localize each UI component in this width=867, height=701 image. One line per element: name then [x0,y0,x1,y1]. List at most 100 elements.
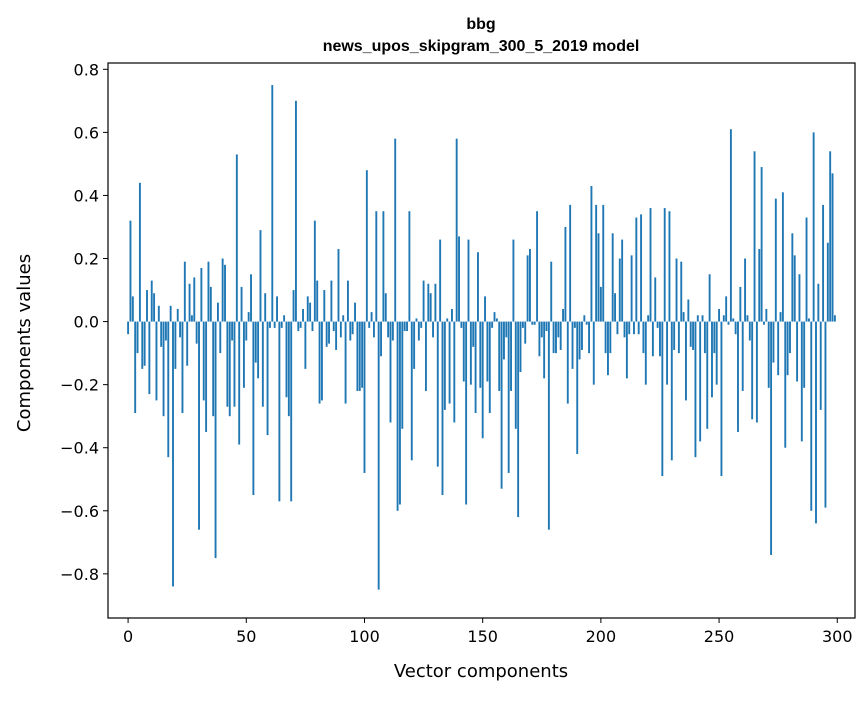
bar-31 [200,267,203,322]
x-tick-label: 200 [586,627,617,646]
bar-86 [330,280,333,322]
bar-282 [793,255,796,322]
bar-106 [377,321,380,590]
bar-172 [533,321,536,325]
bar-191 [578,321,581,360]
bar-167 [521,321,524,328]
bar-286 [803,321,806,388]
bar-166 [519,321,522,373]
bar-182 [557,321,560,338]
bar-46 [235,154,238,322]
bar-262 [746,315,749,322]
bar-211 [625,321,628,379]
bar-139 [455,138,458,322]
bar-119 [408,211,411,322]
bar-178 [547,321,550,530]
bar-97 [356,321,359,391]
bar-126 [425,321,427,391]
bar-141 [460,321,463,328]
bar-237 [687,299,690,322]
bar-79 [313,220,316,322]
bar-84 [325,321,328,347]
bar-73 [299,321,302,328]
bar-186 [566,321,569,404]
bar-120 [410,321,413,461]
bar-59 [266,321,269,436]
bar-238 [689,321,692,347]
bar-99 [361,321,364,388]
bar-298 [831,173,834,322]
bar-252 [722,315,725,322]
bar-150 [481,321,484,439]
bar-92 [344,321,347,404]
bar-284 [798,274,801,322]
bar-267 [758,249,761,322]
bar-194 [585,321,588,325]
bar-198 [595,204,598,322]
bar-11 [153,293,156,322]
bar-130 [434,283,437,322]
bar-28 [193,277,196,322]
bar-100 [363,321,366,473]
bar-155 [493,312,496,322]
bar-57 [261,321,264,407]
bar-163 [512,239,515,322]
bar-41 [224,264,226,322]
bar-108 [382,211,385,322]
bar-143 [465,321,468,505]
bar-133 [441,321,444,496]
bar-134 [443,321,446,410]
bar-72 [297,321,300,332]
bar-270 [765,308,768,322]
bar-103 [370,312,373,322]
bar-37 [214,321,217,559]
bar-218 [642,321,645,354]
bar-7 [143,321,146,366]
bar-293 [819,321,822,410]
bar-98 [358,321,361,391]
bar-131 [436,321,439,467]
bar-251 [720,321,723,477]
bar-144 [467,239,470,322]
bar-279 [786,321,789,376]
bar-255 [729,129,732,322]
bar-201 [602,204,605,322]
bar-200 [599,286,602,322]
bar-174 [538,321,541,357]
bar-230 [670,321,673,461]
bar-253 [725,296,728,322]
bar-25 [186,321,189,366]
bar-164 [514,321,517,429]
bar-216 [637,321,640,335]
bar-121 [413,321,416,369]
bar-204 [609,321,612,354]
bar-71 [294,100,297,322]
bar-118 [406,321,408,332]
bar-20 [174,321,177,369]
bar-109 [384,293,387,322]
bar-210 [623,321,626,338]
y-tick-label: −0.2 [60,376,99,395]
bar-152 [486,321,489,382]
bar-290 [812,132,815,322]
bar-289 [810,321,813,511]
bar-68 [287,321,290,417]
bar-244 [703,321,706,354]
bar-56 [259,230,262,322]
bar-22 [179,321,182,338]
bar-110 [387,321,390,338]
x-tick-label: 150 [467,627,498,646]
bar-4 [136,321,139,354]
bar-297 [829,151,832,322]
bar-291 [815,321,817,524]
bar-113 [394,138,397,322]
chart-subtitle: news_upos_skipgram_300_5_2019 model [323,38,640,55]
bar-63 [276,296,278,322]
bar-19 [172,321,174,587]
bar-265 [753,151,756,322]
bar-48 [240,286,243,322]
bar-62 [273,321,276,328]
bar-239 [692,321,695,350]
